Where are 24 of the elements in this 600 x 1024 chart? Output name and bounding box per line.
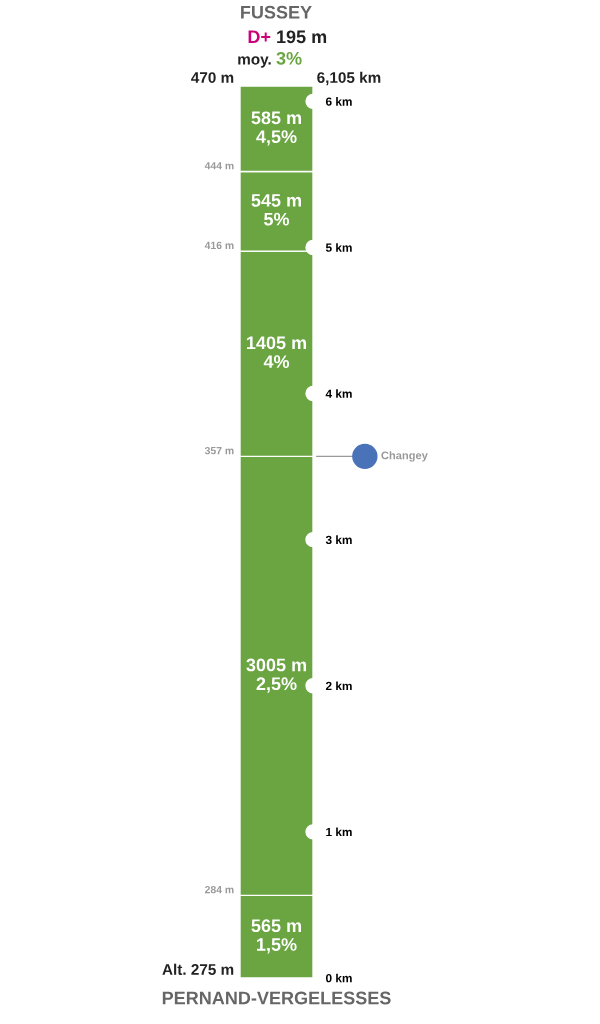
y-tick-label: 6 km: [325, 97, 352, 106]
y-tick-label: 5 km: [325, 243, 352, 252]
data-label: 1405 m 4%: [247, 336, 307, 368]
text: 470 m: [191, 72, 234, 83]
ref-line-label: Changey: [381, 451, 428, 462]
text: Alt. 275 m: [162, 963, 234, 975]
y-tick-label: 2 km: [325, 681, 352, 691]
data-label: 585 m 4,5%: [251, 111, 301, 146]
y-tick-label: 4 km: [325, 389, 352, 398]
y-tick-label: 1 km: [326, 827, 352, 837]
text: 357 m: [204, 446, 234, 455]
chart-subtitle: D+ 195 m: [248, 30, 327, 44]
data-label: 545 m 5%: [251, 194, 301, 226]
text: moy. 3%: [238, 51, 302, 68]
y-tick-label: 3 km: [325, 535, 352, 545]
text: 284 m: [204, 885, 234, 894]
y-tick-label: 0 km: [325, 973, 352, 983]
x-axis-title: PERNAND-VERGELESSES: [162, 991, 391, 1005]
text: 416 m: [204, 241, 234, 250]
chart-title: FUSSEY: [241, 5, 312, 19]
text: 6,105 km: [317, 71, 381, 86]
data-label: 565 m 1,5%: [251, 919, 301, 954]
text: 444 m: [204, 162, 234, 170]
data-label: 3005 m 2,5%: [246, 658, 307, 693]
